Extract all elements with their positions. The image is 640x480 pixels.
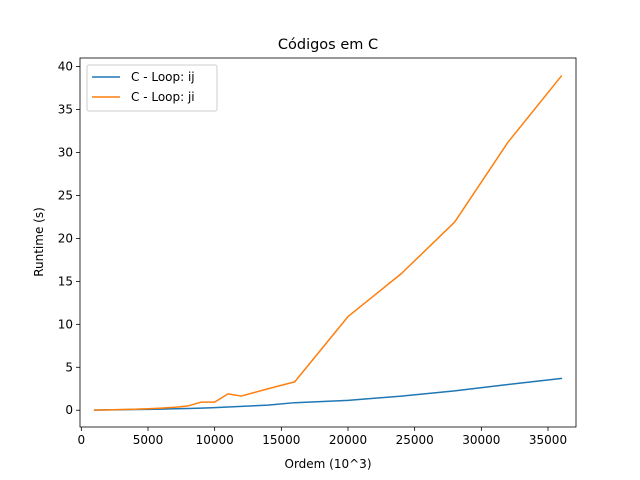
y-tick-label: 20 xyxy=(58,231,73,245)
x-tick-label: 10000 xyxy=(196,433,234,447)
y-tick-label: 30 xyxy=(58,146,73,160)
y-tick-label: 40 xyxy=(58,60,73,74)
series-line-2 xyxy=(93,74,563,411)
legend-label-2: C - Loop: ji xyxy=(131,90,195,104)
y-tick-label: 25 xyxy=(58,188,73,202)
y-tick-label: 35 xyxy=(58,103,73,117)
x-tick-label: 20000 xyxy=(329,433,367,447)
x-tick-label: 0 xyxy=(78,433,86,447)
chart-title: Códigos em C xyxy=(278,37,378,53)
plot-frame xyxy=(79,57,577,428)
x-tick-label: 5000 xyxy=(133,433,164,447)
x-tick-label: 25000 xyxy=(396,433,434,447)
x-tick-label: 15000 xyxy=(262,433,300,447)
legend-label-1: C - Loop: ij xyxy=(131,70,195,84)
ticks-layer: 0 5000 10000 15000 20000 25000 30000 35000 0 5 10 1… xyxy=(58,60,567,447)
y-tick-label: 5 xyxy=(65,360,73,374)
y-tick-label: 0 xyxy=(65,403,73,417)
y-tick-label: 10 xyxy=(58,317,73,331)
y-axis-title: Runtime (s) xyxy=(32,207,46,277)
legend: C - Loop: ij C - Loop: ji xyxy=(86,64,218,112)
y-tick-label: 15 xyxy=(58,274,73,288)
series-layer xyxy=(93,74,563,411)
x-tick-label: 35000 xyxy=(529,433,567,447)
x-axis-title: Ordem (10^3) xyxy=(285,457,372,471)
x-tick-label: 30000 xyxy=(462,433,500,447)
